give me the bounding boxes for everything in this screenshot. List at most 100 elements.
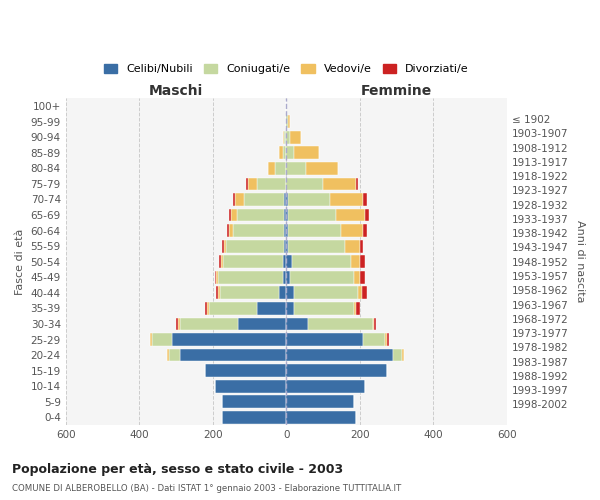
Bar <box>219 256 221 268</box>
Bar <box>215 380 286 392</box>
Bar <box>362 286 367 299</box>
Bar <box>279 286 286 299</box>
Bar <box>360 240 364 252</box>
Bar <box>233 224 284 237</box>
Bar <box>286 348 393 362</box>
Bar <box>217 271 218 283</box>
Bar <box>268 162 275 175</box>
Bar <box>286 162 307 175</box>
Bar <box>229 224 233 237</box>
Bar <box>308 318 373 330</box>
Bar <box>179 348 286 362</box>
Bar <box>286 116 288 128</box>
Bar <box>233 193 235 206</box>
Bar <box>286 256 292 268</box>
Y-axis label: Anni di nascita: Anni di nascita <box>575 220 585 303</box>
Bar <box>284 131 286 143</box>
Bar <box>286 240 288 252</box>
Bar <box>205 364 286 377</box>
Bar <box>284 193 286 206</box>
Bar <box>286 146 293 159</box>
Bar <box>358 286 362 299</box>
Bar <box>286 286 293 299</box>
Bar <box>341 224 364 237</box>
Bar <box>364 193 367 206</box>
Bar <box>385 333 387 346</box>
Bar <box>246 178 248 190</box>
Bar <box>288 208 336 222</box>
Bar <box>364 224 367 237</box>
Bar <box>205 302 207 315</box>
Bar <box>284 208 286 222</box>
Bar <box>356 178 358 190</box>
Bar <box>244 193 284 206</box>
Bar <box>323 178 356 190</box>
Bar <box>345 240 360 252</box>
Bar <box>167 348 169 362</box>
Bar <box>223 256 283 268</box>
Bar <box>284 224 286 237</box>
Bar <box>293 286 358 299</box>
Bar <box>286 178 323 190</box>
Bar <box>238 318 286 330</box>
Text: Popolazione per età, sesso e stato civile - 2003: Popolazione per età, sesso e stato civil… <box>12 462 343 475</box>
Bar <box>290 271 354 283</box>
Bar <box>207 302 209 315</box>
Bar <box>222 411 286 424</box>
Bar <box>288 240 345 252</box>
Bar <box>286 224 288 237</box>
Bar <box>290 131 301 143</box>
Bar <box>226 240 284 252</box>
Bar <box>218 286 220 299</box>
Bar <box>236 208 284 222</box>
Text: COMUNE DI ALBEROBELLO (BA) - Dati ISTAT 1° gennaio 2003 - Elaborazione TUTTITALI: COMUNE DI ALBEROBELLO (BA) - Dati ISTAT … <box>12 484 401 493</box>
Bar <box>286 193 288 206</box>
Bar <box>286 333 364 346</box>
Bar <box>150 333 152 346</box>
Bar <box>231 208 236 222</box>
Bar <box>374 318 376 330</box>
Bar <box>293 146 319 159</box>
Bar <box>257 178 286 190</box>
Bar <box>215 271 217 283</box>
Bar <box>152 333 172 346</box>
Bar <box>286 131 290 143</box>
Bar <box>286 208 288 222</box>
Y-axis label: Fasce di età: Fasce di età <box>15 228 25 295</box>
Bar <box>227 224 229 237</box>
Bar <box>286 271 290 283</box>
Bar <box>286 302 293 315</box>
Bar <box>402 348 404 362</box>
Bar <box>283 131 284 143</box>
Bar <box>288 193 331 206</box>
Bar <box>209 302 257 315</box>
Bar <box>356 302 360 315</box>
Bar <box>283 146 286 159</box>
Bar <box>179 318 238 330</box>
Bar <box>365 208 369 222</box>
Text: Femmine: Femmine <box>361 84 432 98</box>
Bar <box>172 333 286 346</box>
Bar <box>387 333 389 346</box>
Bar <box>354 302 356 315</box>
Bar <box>354 271 360 283</box>
Bar <box>283 256 286 268</box>
Bar <box>222 240 224 252</box>
Bar <box>286 411 356 424</box>
Bar <box>279 146 283 159</box>
Bar <box>286 380 365 392</box>
Bar <box>217 286 218 299</box>
Bar <box>393 348 402 362</box>
Bar <box>220 286 279 299</box>
Bar <box>283 271 286 283</box>
Bar <box>288 224 341 237</box>
Bar <box>360 256 365 268</box>
Bar <box>288 116 290 128</box>
Bar <box>292 256 350 268</box>
Bar <box>286 364 387 377</box>
Bar <box>222 396 286 408</box>
Bar <box>336 208 365 222</box>
Bar <box>284 240 286 252</box>
Bar <box>176 318 178 330</box>
Bar <box>293 302 354 315</box>
